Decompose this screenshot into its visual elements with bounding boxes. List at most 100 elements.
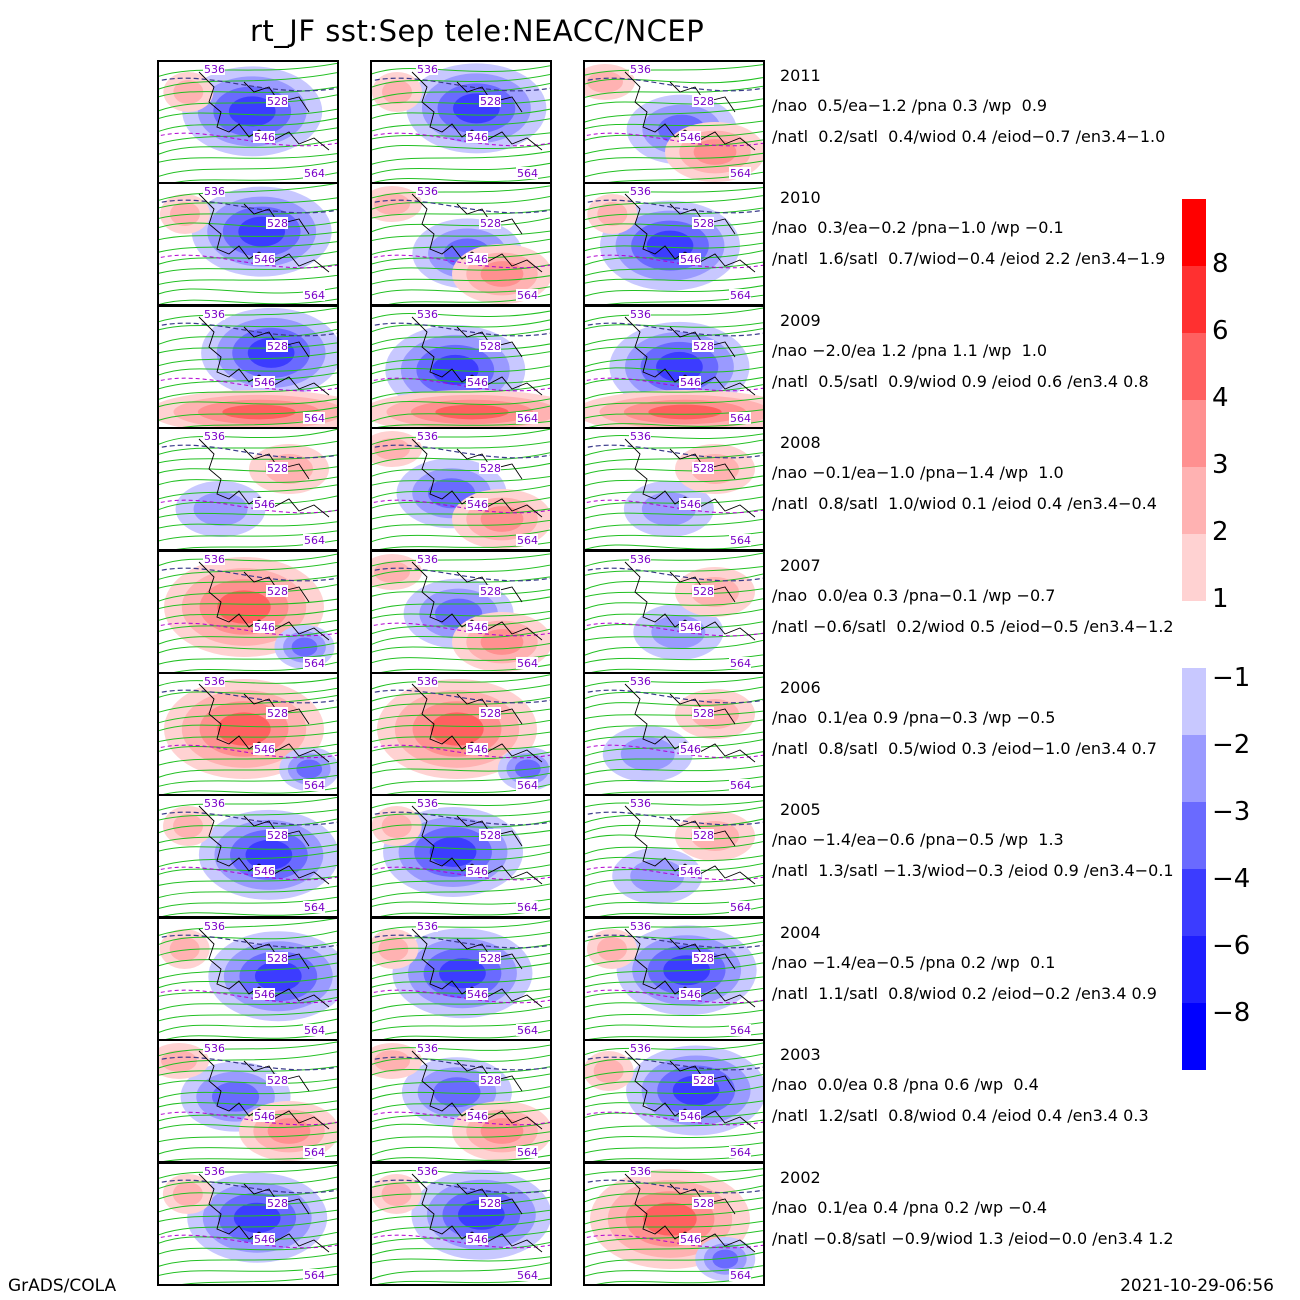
- teleconnection-indices: /nao 0.0/ea 0.8 /pna 0.6 /wp 0.4: [772, 1075, 1039, 1094]
- svg-text:536: 536: [204, 553, 225, 566]
- svg-text:564: 564: [730, 1269, 751, 1282]
- svg-text:536: 536: [630, 797, 651, 810]
- svg-text:536: 536: [417, 920, 438, 933]
- colorbar-tick-label: 2: [1212, 517, 1229, 547]
- svg-text:564: 564: [730, 534, 751, 547]
- svg-text:536: 536: [630, 430, 651, 443]
- year-label: 2008: [780, 433, 821, 452]
- year-label: 2010: [780, 188, 821, 207]
- svg-text:564: 564: [517, 412, 538, 425]
- svg-text:528: 528: [693, 585, 714, 598]
- svg-text:528: 528: [693, 1197, 714, 1210]
- colorbar-segment: [1182, 400, 1206, 467]
- colorbar-segment: [1182, 266, 1206, 333]
- map-panel: 536 528 546 564: [157, 427, 339, 551]
- map-panel: 536 528 546 564: [370, 60, 552, 184]
- map-panel: 536 528 546 564: [583, 60, 765, 184]
- svg-text:564: 564: [304, 657, 325, 670]
- svg-text:546: 546: [680, 865, 701, 878]
- teleconnection-indices: /nao −1.4/ea−0.6 /pna−0.5 /wp 1.3: [772, 830, 1064, 849]
- colorbar-segment: [1182, 869, 1206, 936]
- colorbar-segment: [1182, 534, 1206, 601]
- svg-text:536: 536: [204, 1042, 225, 1055]
- svg-text:564: 564: [517, 901, 538, 914]
- svg-text:546: 546: [467, 376, 488, 389]
- map-panel: 536 528 546 564: [157, 305, 339, 429]
- colorbar-positive: [1182, 199, 1206, 601]
- svg-text:564: 564: [517, 289, 538, 302]
- svg-text:528: 528: [480, 829, 501, 842]
- map-panel: 536 528 546 564: [583, 182, 765, 306]
- map-panel: 536 528 546 564: [157, 182, 339, 306]
- svg-text:564: 564: [517, 1024, 538, 1037]
- svg-text:536: 536: [417, 553, 438, 566]
- svg-text:528: 528: [693, 829, 714, 842]
- svg-text:528: 528: [267, 829, 288, 842]
- svg-text:536: 536: [204, 920, 225, 933]
- svg-text:528: 528: [693, 462, 714, 475]
- svg-text:546: 546: [680, 1233, 701, 1246]
- svg-text:536: 536: [204, 797, 225, 810]
- svg-text:546: 546: [254, 1233, 275, 1246]
- svg-text:536: 536: [630, 553, 651, 566]
- colorbar-tick-label: 1: [1212, 584, 1229, 614]
- svg-text:528: 528: [267, 95, 288, 108]
- svg-text:536: 536: [204, 63, 225, 76]
- svg-text:546: 546: [467, 1110, 488, 1123]
- svg-text:546: 546: [254, 621, 275, 634]
- colorbar-segment: [1182, 735, 1206, 802]
- colorbar-segment: [1182, 467, 1206, 534]
- map-panel: 536 528 546 564: [370, 1162, 552, 1286]
- svg-text:564: 564: [730, 167, 751, 180]
- svg-text:546: 546: [467, 131, 488, 144]
- svg-text:564: 564: [517, 1269, 538, 1282]
- svg-text:564: 564: [730, 412, 751, 425]
- svg-text:546: 546: [680, 1110, 701, 1123]
- colorbar-segment: [1182, 802, 1206, 869]
- svg-text:528: 528: [693, 952, 714, 965]
- map-panel: 536 528 546 564: [370, 794, 552, 918]
- svg-text:564: 564: [304, 412, 325, 425]
- teleconnection-indices: /nao 0.1/ea 0.9 /pna−0.3 /wp −0.5: [772, 708, 1056, 727]
- svg-text:528: 528: [693, 217, 714, 230]
- map-panel: 536 528 546 564: [583, 672, 765, 796]
- svg-text:528: 528: [693, 707, 714, 720]
- svg-text:528: 528: [480, 1074, 501, 1087]
- map-panel: 536 528 546 564: [157, 1162, 339, 1286]
- map-panel: 536 528 546 564: [370, 672, 552, 796]
- svg-text:564: 564: [730, 901, 751, 914]
- svg-text:536: 536: [417, 675, 438, 688]
- year-label: 2003: [780, 1045, 821, 1064]
- svg-text:528: 528: [480, 340, 501, 353]
- svg-text:536: 536: [630, 185, 651, 198]
- map-panel: 536 528 546 564: [583, 427, 765, 551]
- svg-text:528: 528: [480, 217, 501, 230]
- svg-text:536: 536: [417, 308, 438, 321]
- svg-text:528: 528: [480, 707, 501, 720]
- year-label: 2007: [780, 556, 821, 575]
- svg-text:528: 528: [480, 585, 501, 598]
- teleconnection-indices: /nao 0.5/ea−1.2 /pna 0.3 /wp 0.9: [772, 96, 1048, 115]
- svg-text:564: 564: [517, 534, 538, 547]
- svg-text:564: 564: [304, 1024, 325, 1037]
- colorbar-tick-label: 8: [1212, 249, 1229, 279]
- svg-text:546: 546: [254, 865, 275, 878]
- svg-text:546: 546: [680, 253, 701, 266]
- svg-text:546: 546: [680, 621, 701, 634]
- svg-text:546: 546: [254, 131, 275, 144]
- svg-text:564: 564: [517, 779, 538, 792]
- sst-indices: /natl −0.8/satl −0.9/wiod 1.3 /eiod−0.0 …: [772, 1229, 1174, 1248]
- colorbar-segment: [1182, 333, 1206, 400]
- svg-text:536: 536: [417, 63, 438, 76]
- year-label: 2011: [780, 66, 821, 85]
- svg-text:546: 546: [467, 253, 488, 266]
- svg-text:546: 546: [467, 743, 488, 756]
- svg-text:564: 564: [730, 1146, 751, 1159]
- svg-text:528: 528: [693, 95, 714, 108]
- svg-text:564: 564: [517, 167, 538, 180]
- colorbar-segment: [1182, 199, 1206, 266]
- teleconnection-indices: /nao 0.3/ea−0.2 /pna−1.0 /wp −0.1: [772, 218, 1064, 237]
- colorbar-tick-label: −3: [1212, 797, 1251, 827]
- svg-text:536: 536: [417, 185, 438, 198]
- svg-text:528: 528: [480, 952, 501, 965]
